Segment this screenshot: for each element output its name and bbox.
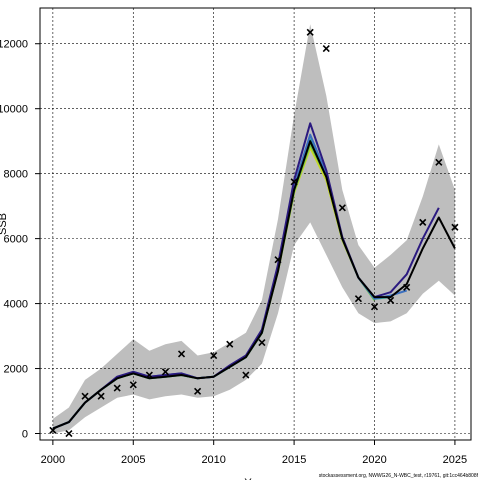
observation-marker [113,384,121,392]
observation-marker [419,218,427,226]
observation-marker [306,28,314,36]
plot-frame [39,7,472,441]
observation-marker [226,340,234,348]
marker-stroke [81,392,89,400]
y-tick-label: 8000 [4,169,28,181]
y-tick-label: 4000 [4,299,28,311]
observation-marker [322,45,330,53]
observation-marker [145,371,153,379]
axis-layer: 2000 2005 2010 2015 2020 2025 0 2000 4000 6000 800… [0,39,467,480]
observation-marker [161,368,170,376]
observation-layer [49,28,459,438]
observation-marker [403,283,411,291]
marker-stroke [194,387,202,395]
observation-marker [97,392,105,400]
marker-stroke [435,158,443,166]
x-axis-label: Year [244,477,267,480]
marker-stroke [145,371,153,379]
x-tick-label: 2015 [282,454,306,466]
marker-stroke [370,303,379,311]
marker-stroke [129,381,137,389]
observation-marker [451,223,459,231]
confidence-band-layer [52,24,455,434]
observation-marker [370,303,379,311]
observation-marker [242,371,250,379]
marker-stroke [274,256,282,264]
x-tick-label: 2005 [121,454,145,466]
marker-stroke [161,368,170,376]
confidence-band [52,24,455,434]
observation-marker [210,351,218,360]
x-tick-label: 2010 [201,454,225,466]
marker-stroke [177,350,186,358]
marker-stroke [451,223,459,231]
observation-marker [177,350,186,358]
observation-marker [129,381,137,389]
grid-layer [40,8,471,440]
observation-marker [258,338,266,347]
marker-stroke [242,371,250,379]
y-tick-label: 6000 [4,234,28,246]
observation-marker [49,426,57,434]
y-tick-label: 12000 [0,39,28,51]
marker-stroke [65,429,73,438]
observation-marker [338,204,346,212]
marker-stroke [419,218,427,226]
marker-stroke [338,204,346,212]
y-tick-label: 10000 [0,104,28,116]
marker-stroke [403,283,411,291]
x-tick-label: 2000 [41,454,65,466]
marker-stroke [226,340,234,348]
marker-stroke [322,45,330,53]
series-line-6 [374,216,456,298]
marker-stroke [306,28,314,36]
observation-marker [435,158,443,166]
observation-marker [65,429,73,438]
y-tick-label: 0 [22,429,28,441]
observation-marker [354,295,362,303]
y-axis-label: SSB [0,213,9,235]
y-tick-label: 2000 [4,364,28,376]
x-tick-label: 2025 [443,454,467,466]
marker-stroke [258,338,266,347]
marker-stroke [387,296,395,304]
observation-marker [290,178,298,186]
marker-stroke [49,426,57,434]
footer-text: stockassessment.org, NWWG26_N-WBC_test, … [318,473,478,479]
marker-stroke [290,178,298,186]
marker-stroke [113,384,121,392]
marker-stroke [210,351,218,360]
observation-marker [194,387,202,395]
observation-marker [274,256,282,264]
x-tick-label: 2020 [362,454,386,466]
marker-stroke [354,295,362,303]
observation-marker [81,392,89,400]
marker-stroke [97,392,105,400]
observation-marker [387,296,395,304]
